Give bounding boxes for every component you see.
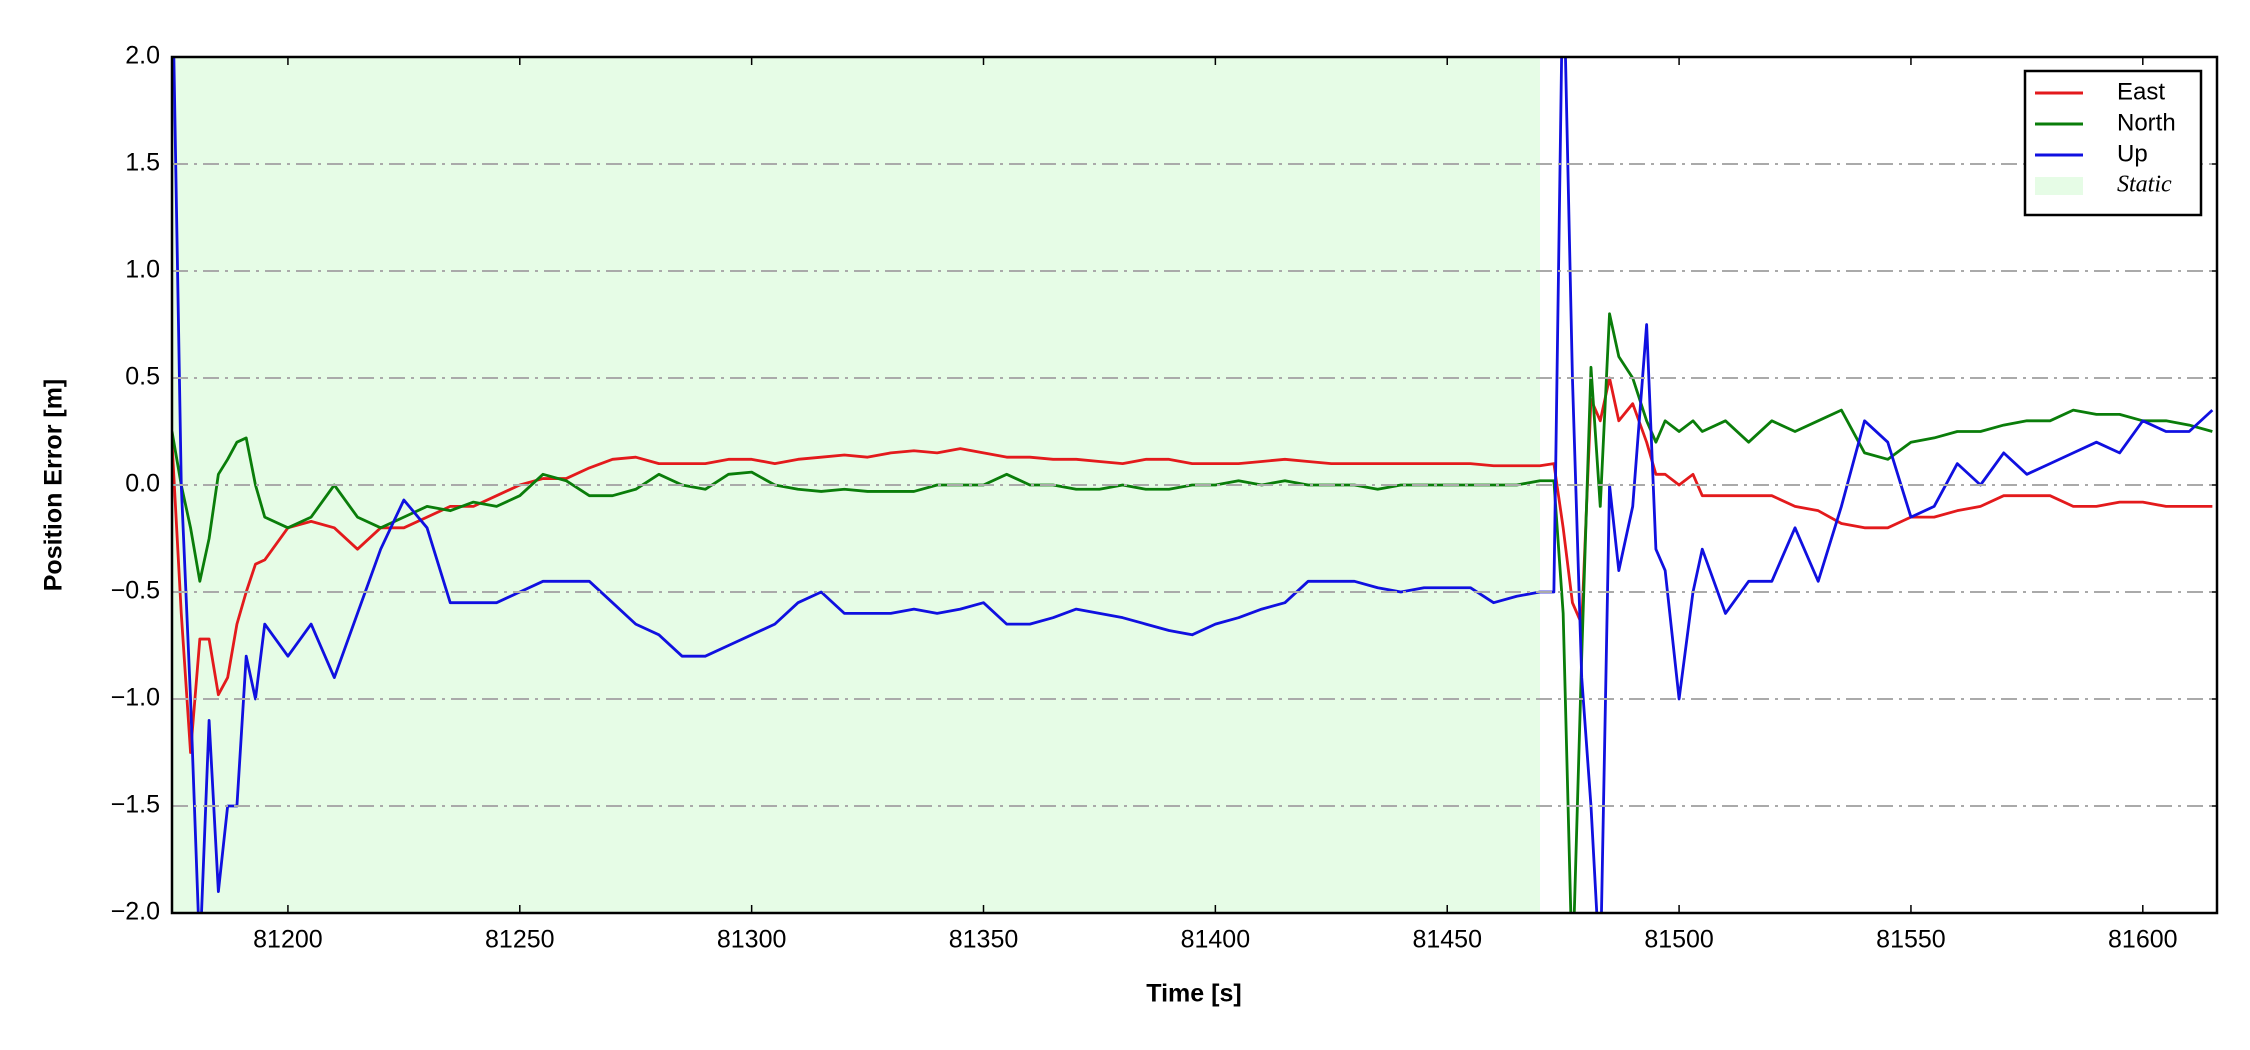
plot-frame	[170, 55, 2219, 915]
x-tick-label: 81350	[949, 926, 1019, 954]
legend-swatch	[2035, 177, 2083, 195]
y-tick-label: 0.0	[125, 470, 160, 498]
series-line	[172, 312, 2213, 913]
x-tick-label: 81250	[485, 926, 555, 954]
x-tick-label: 81500	[1644, 926, 1714, 954]
legend-label: North	[2117, 109, 2176, 136]
series-line	[172, 57, 2214, 913]
y-tick-label: 2.0	[125, 42, 160, 70]
legend-label: East	[2117, 78, 2165, 105]
y-tick-label: 1.0	[125, 256, 160, 284]
x-tick-label: 81600	[2108, 926, 2178, 954]
y-tick-label: −1.0	[111, 684, 160, 712]
plot-area	[172, 57, 2214, 913]
legend-label: Up	[2117, 140, 2148, 167]
y-tick-label: −0.5	[111, 577, 160, 605]
y-axis-title: Position Error [m]	[40, 379, 68, 592]
y-tick-label: 0.5	[125, 363, 160, 391]
x-tick-label: 81200	[253, 926, 323, 954]
x-tick-label: 81300	[717, 926, 787, 954]
x-tick-label: 81450	[1412, 926, 1482, 954]
x-tick-label: 81400	[1181, 926, 1251, 954]
y-tick-label: −1.5	[111, 791, 160, 819]
x-tick-label: 81550	[1876, 926, 1946, 954]
series-line	[172, 376, 2213, 754]
x-axis-title: Time [s]	[1146, 980, 1241, 1008]
y-tick-label: −2.0	[111, 898, 160, 926]
legend-box	[2023, 69, 2203, 217]
legend-label: Static	[2117, 172, 2172, 198]
y-tick-label: 1.5	[125, 149, 160, 177]
